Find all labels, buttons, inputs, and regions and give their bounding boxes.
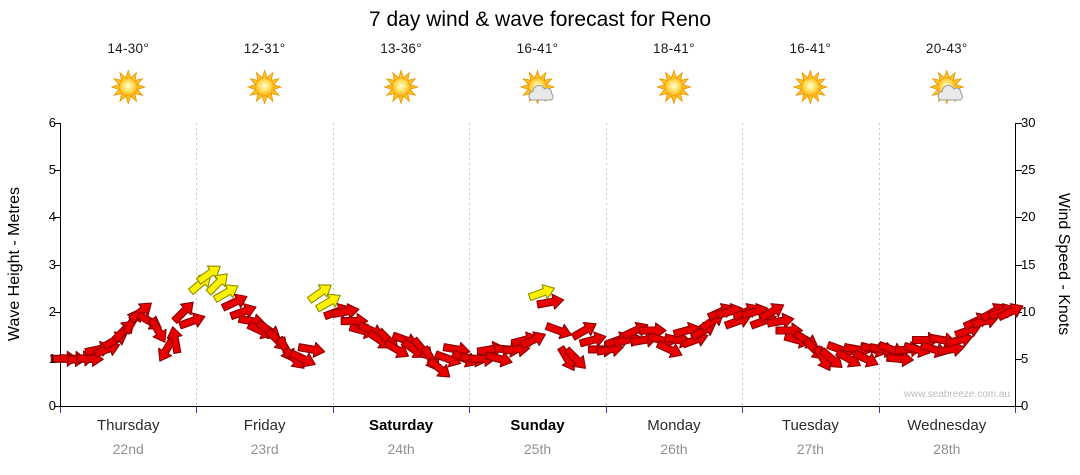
wind-arrow-strong bbox=[212, 284, 239, 303]
day-temp-range: 14-30° bbox=[107, 41, 150, 56]
left-axis-tick-label: 5 bbox=[48, 162, 56, 178]
day-temp-range: 12-31° bbox=[243, 41, 286, 56]
day-temp-range: 16-41° bbox=[516, 41, 559, 56]
wind-arrow bbox=[758, 303, 785, 322]
sun-icon bbox=[383, 69, 419, 105]
right-axis-tick-label: 25 bbox=[1021, 162, 1036, 178]
wind-arrow bbox=[639, 322, 667, 339]
day-date: 23rd bbox=[250, 441, 279, 457]
sun-icon bbox=[246, 69, 283, 105]
wind-arrow bbox=[297, 341, 326, 358]
day-label: Friday bbox=[243, 417, 286, 434]
wind-arrow bbox=[229, 303, 257, 320]
wind-arrow bbox=[563, 346, 586, 369]
day-label: Tuesday bbox=[781, 417, 839, 434]
wind-arrow bbox=[220, 293, 248, 312]
wind-arrow bbox=[570, 321, 597, 341]
wind-arrow bbox=[766, 312, 795, 329]
day-label: Monday bbox=[647, 417, 701, 434]
sun-disc bbox=[255, 77, 274, 97]
wind-arrow bbox=[426, 356, 451, 378]
sun-cloud-icon bbox=[519, 69, 556, 105]
sun-disc bbox=[391, 77, 411, 97]
day-label: Sunday bbox=[510, 417, 565, 434]
right-axis-tick-label: 15 bbox=[1021, 256, 1036, 272]
sun-icon bbox=[792, 69, 829, 105]
cloud-shape bbox=[528, 84, 554, 101]
sun-disc bbox=[664, 77, 684, 97]
left-axis-tick-label: 3 bbox=[48, 256, 56, 272]
wind-arrow bbox=[578, 331, 607, 348]
day-date: 25th bbox=[523, 441, 552, 457]
wind-arrow-strong bbox=[315, 293, 341, 313]
wind-arrow bbox=[166, 326, 183, 354]
wind-arrow bbox=[289, 349, 316, 368]
day-date: 27th bbox=[796, 441, 824, 457]
day-temp-range: 13-36° bbox=[380, 41, 422, 56]
wind-arrow bbox=[536, 293, 565, 310]
day-date: 22nd bbox=[112, 441, 144, 457]
left-axis-tick-label: 0 bbox=[48, 398, 56, 413]
day-temp-range: 18-41° bbox=[653, 41, 695, 56]
day-date: 26th bbox=[660, 441, 688, 457]
wind-arrow bbox=[171, 301, 194, 324]
right-axis-tick-label: 20 bbox=[1021, 209, 1036, 225]
right-axis-tick-label: 5 bbox=[1021, 350, 1029, 366]
right-axis-tick-label: 0 bbox=[1021, 398, 1029, 413]
day-date: 28th bbox=[933, 441, 961, 457]
wind-arrow bbox=[818, 347, 843, 369]
sun-icon bbox=[110, 69, 146, 105]
left-axis-tick-label: 1 bbox=[48, 350, 56, 366]
wind-arrow bbox=[851, 349, 879, 368]
wind-arrow bbox=[519, 331, 546, 350]
wind-arrow bbox=[655, 340, 683, 359]
left-axis-tick-label: 2 bbox=[48, 303, 56, 319]
right-axis-tick-label: 10 bbox=[1021, 303, 1036, 319]
sun-disc bbox=[801, 77, 820, 97]
left-axis-tick-label: 4 bbox=[48, 209, 56, 225]
wind-arrow-strong bbox=[195, 265, 221, 285]
wind-arrow bbox=[178, 312, 206, 330]
right-axis-tick-label: 30 bbox=[1021, 115, 1036, 130]
wind-arrow bbox=[485, 351, 513, 368]
day-label: Wednesday bbox=[907, 417, 987, 434]
day-date: 24th bbox=[387, 441, 415, 457]
day-temp-range: 16-41° bbox=[789, 41, 832, 56]
cloud-shape bbox=[937, 84, 963, 101]
wind-arrow bbox=[544, 322, 573, 340]
sun-cloud-icon bbox=[929, 69, 965, 105]
watermark-text: www.seabreeze.com.au bbox=[903, 389, 1010, 400]
wind-arrow bbox=[996, 303, 1024, 321]
wind-arrow-strong bbox=[306, 284, 332, 304]
day-label: Thursday bbox=[96, 417, 160, 434]
sun-disc bbox=[118, 77, 138, 97]
wind-arrow bbox=[331, 303, 360, 320]
wind-arrow bbox=[383, 339, 410, 358]
day-temp-range: 20-43° bbox=[925, 41, 968, 56]
wind-arrow bbox=[886, 351, 914, 368]
chart-title: 7 day wind & wave forecast for Reno bbox=[368, 8, 711, 31]
wind-arrow bbox=[148, 316, 167, 343]
sun-icon bbox=[656, 69, 692, 105]
day-label: Saturday bbox=[368, 417, 434, 434]
wind-arrow-strong bbox=[527, 284, 556, 302]
wind-arrow-strong bbox=[205, 273, 228, 296]
left-axis-tick-label: 6 bbox=[48, 115, 56, 130]
